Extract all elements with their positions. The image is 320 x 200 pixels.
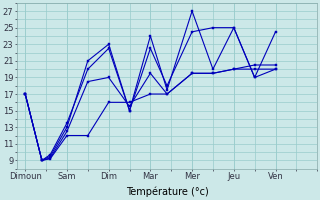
X-axis label: Température (°c): Température (°c) [126, 187, 208, 197]
